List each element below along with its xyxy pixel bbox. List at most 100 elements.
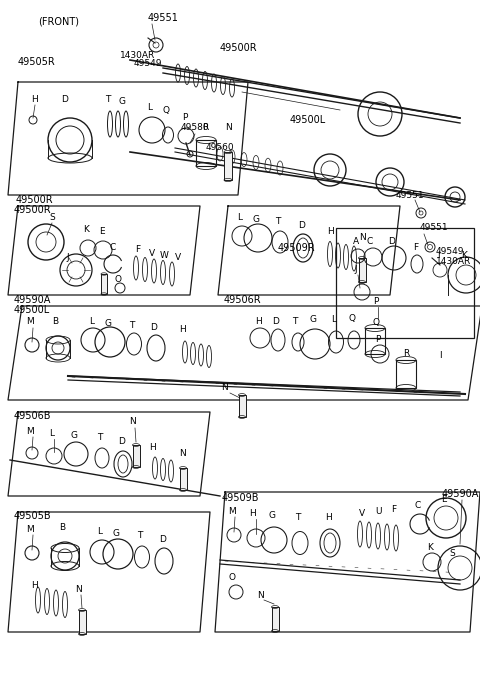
Text: 49590A: 49590A	[14, 295, 51, 305]
Text: 49549: 49549	[436, 248, 465, 256]
Text: B: B	[52, 317, 58, 326]
Text: V: V	[175, 254, 181, 263]
Bar	[365, 328, 385, 354]
Bar	[272, 607, 278, 631]
Text: 1430AR: 1430AR	[120, 51, 155, 60]
Text: R: R	[202, 124, 208, 133]
Text: J: J	[355, 265, 357, 274]
Text: N: N	[74, 586, 82, 594]
Text: 49509R: 49509R	[278, 243, 316, 253]
Text: C: C	[110, 244, 116, 252]
Text: N: N	[179, 449, 185, 458]
Text: T: T	[105, 96, 111, 105]
Text: F: F	[391, 505, 396, 514]
Bar	[336, 228, 474, 338]
Text: V: V	[149, 248, 155, 257]
Text: G: G	[268, 512, 276, 521]
Bar	[79, 610, 85, 634]
Text: J: J	[67, 254, 69, 263]
Text: 49551: 49551	[148, 13, 179, 23]
Text: G: G	[112, 529, 120, 538]
Text: 49560: 49560	[206, 144, 234, 153]
Text: 49500L: 49500L	[290, 115, 326, 125]
Text: H: H	[149, 443, 156, 453]
Text: Q: Q	[372, 317, 380, 326]
Text: 49505B: 49505B	[14, 511, 52, 521]
Text: T: T	[295, 514, 300, 523]
Text: P: P	[373, 298, 379, 306]
Text: D: D	[119, 438, 125, 447]
Text: 49580: 49580	[180, 124, 209, 133]
Bar	[101, 274, 107, 294]
Text: K: K	[427, 544, 433, 553]
Text: K: K	[83, 226, 89, 235]
Text: F: F	[135, 246, 141, 254]
Text: W: W	[159, 252, 168, 261]
Text: G: G	[71, 432, 77, 440]
Text: O: O	[228, 573, 236, 583]
Text: G: G	[105, 319, 111, 328]
Text: H: H	[179, 326, 185, 334]
Text: I: I	[439, 352, 441, 360]
Text: D: D	[273, 317, 279, 326]
Text: G: G	[252, 215, 260, 224]
Text: M: M	[228, 508, 236, 516]
Text: N: N	[225, 124, 231, 133]
Text: 49500R: 49500R	[14, 205, 52, 215]
Text: D: D	[151, 324, 157, 332]
Text: T: T	[137, 531, 143, 540]
Text: A: A	[353, 237, 359, 246]
Bar	[224, 152, 232, 180]
Text: (FRONT): (FRONT)	[38, 17, 79, 27]
Text: 1430AR: 1430AR	[436, 257, 471, 267]
Text: G: G	[310, 315, 316, 324]
Text: N: N	[257, 592, 264, 601]
Text: U: U	[375, 508, 381, 516]
Text: 49590A: 49590A	[441, 489, 479, 499]
Text: D: D	[299, 222, 305, 231]
Bar	[239, 395, 245, 417]
Text: E: E	[99, 228, 105, 237]
Text: C: C	[415, 501, 421, 510]
Text: E: E	[441, 495, 447, 505]
Text: N: N	[129, 417, 135, 427]
Text: Q: Q	[348, 313, 356, 322]
Bar	[180, 468, 187, 490]
Text: D: D	[389, 237, 396, 246]
Text: F: F	[413, 244, 419, 252]
Text: T: T	[292, 317, 298, 326]
Text: I: I	[437, 250, 439, 259]
Text: S: S	[49, 213, 55, 222]
Text: D: D	[61, 96, 69, 105]
Text: 49500R: 49500R	[16, 195, 54, 205]
Text: 49509B: 49509B	[222, 493, 260, 503]
Text: D: D	[159, 536, 167, 544]
Text: L: L	[147, 103, 153, 112]
Bar	[132, 445, 140, 467]
Text: Q: Q	[163, 105, 169, 114]
Text: C: C	[367, 237, 373, 246]
Text: L: L	[89, 317, 95, 326]
Text: K: K	[461, 250, 467, 259]
Text: N: N	[222, 384, 228, 393]
Text: N: N	[359, 233, 365, 243]
Text: P: P	[182, 114, 188, 122]
Text: G: G	[119, 98, 125, 107]
Text: T: T	[276, 218, 281, 226]
Text: T: T	[129, 321, 135, 330]
Text: 49506B: 49506B	[14, 411, 51, 421]
Text: M: M	[26, 428, 34, 436]
Text: V: V	[359, 510, 365, 518]
Bar	[359, 258, 365, 282]
Text: L: L	[49, 430, 55, 438]
Text: L: L	[238, 213, 242, 222]
Text: 49500R: 49500R	[220, 43, 258, 53]
Text: 49549: 49549	[134, 60, 163, 68]
Text: H: H	[326, 228, 334, 237]
Text: R: R	[403, 350, 409, 358]
Text: L: L	[332, 315, 336, 324]
Text: O: O	[115, 276, 121, 285]
Text: H: H	[32, 581, 38, 590]
Text: B: B	[59, 523, 65, 533]
Text: 49506R: 49506R	[224, 295, 262, 305]
